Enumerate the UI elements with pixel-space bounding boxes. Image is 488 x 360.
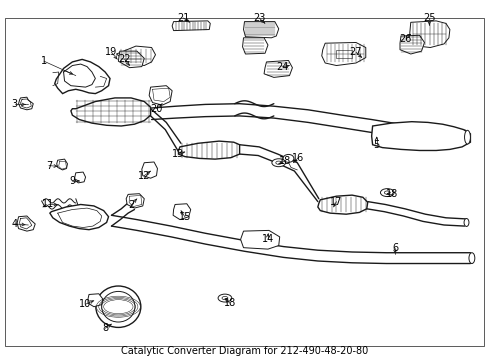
Polygon shape xyxy=(50,204,108,230)
Polygon shape xyxy=(116,46,155,66)
Ellipse shape xyxy=(271,159,285,167)
Text: 3: 3 xyxy=(12,99,18,109)
Text: 24: 24 xyxy=(276,62,288,72)
Text: 1: 1 xyxy=(41,56,47,66)
Polygon shape xyxy=(172,21,210,31)
Text: 8: 8 xyxy=(102,323,108,333)
Text: 11: 11 xyxy=(41,199,54,210)
Text: 14: 14 xyxy=(261,234,274,244)
Text: 2: 2 xyxy=(128,200,134,210)
Text: 4: 4 xyxy=(12,219,18,229)
Text: 10: 10 xyxy=(79,299,92,309)
Text: 20: 20 xyxy=(150,104,163,114)
Ellipse shape xyxy=(468,253,474,264)
Polygon shape xyxy=(317,195,367,214)
Text: 26: 26 xyxy=(399,34,411,44)
Polygon shape xyxy=(149,86,172,105)
Text: 18: 18 xyxy=(223,298,236,308)
Text: 18: 18 xyxy=(385,189,398,199)
Ellipse shape xyxy=(222,297,227,300)
Polygon shape xyxy=(173,204,190,220)
Ellipse shape xyxy=(463,219,468,226)
Text: 22: 22 xyxy=(118,54,131,64)
Ellipse shape xyxy=(464,130,469,144)
Polygon shape xyxy=(126,194,144,208)
Text: 13: 13 xyxy=(172,149,184,159)
Polygon shape xyxy=(55,59,110,94)
Text: 18: 18 xyxy=(278,156,290,166)
Polygon shape xyxy=(399,35,424,54)
Text: 25: 25 xyxy=(422,13,435,23)
Text: 7: 7 xyxy=(46,161,52,171)
Text: 27: 27 xyxy=(349,47,362,57)
Bar xyxy=(336,50,351,58)
Polygon shape xyxy=(409,21,449,48)
Text: 5: 5 xyxy=(373,140,379,150)
Polygon shape xyxy=(71,98,150,126)
Polygon shape xyxy=(264,60,292,77)
Ellipse shape xyxy=(275,161,281,164)
Ellipse shape xyxy=(102,292,135,322)
Ellipse shape xyxy=(283,154,293,162)
Polygon shape xyxy=(19,97,33,110)
Ellipse shape xyxy=(380,189,393,197)
Text: 23: 23 xyxy=(252,13,265,23)
Ellipse shape xyxy=(218,294,231,302)
Polygon shape xyxy=(243,22,278,38)
Polygon shape xyxy=(17,216,35,231)
Ellipse shape xyxy=(96,286,141,328)
Polygon shape xyxy=(142,162,157,178)
Text: 9: 9 xyxy=(69,176,75,186)
Polygon shape xyxy=(178,141,239,159)
Text: Catalytic Converter Diagram for 212-490-48-20-80: Catalytic Converter Diagram for 212-490-… xyxy=(121,346,367,356)
Text: 12: 12 xyxy=(138,171,150,181)
Text: 17: 17 xyxy=(329,197,342,207)
Polygon shape xyxy=(371,122,469,150)
Polygon shape xyxy=(88,294,102,307)
Text: 6: 6 xyxy=(391,243,397,253)
Polygon shape xyxy=(74,172,85,183)
Text: 15: 15 xyxy=(178,212,191,222)
Polygon shape xyxy=(118,51,144,68)
Ellipse shape xyxy=(384,191,389,194)
Polygon shape xyxy=(240,230,279,249)
Text: 19: 19 xyxy=(105,47,118,57)
Text: 16: 16 xyxy=(291,153,304,163)
Polygon shape xyxy=(57,159,67,170)
Polygon shape xyxy=(242,38,267,54)
Text: 21: 21 xyxy=(177,13,189,23)
Polygon shape xyxy=(321,42,365,66)
